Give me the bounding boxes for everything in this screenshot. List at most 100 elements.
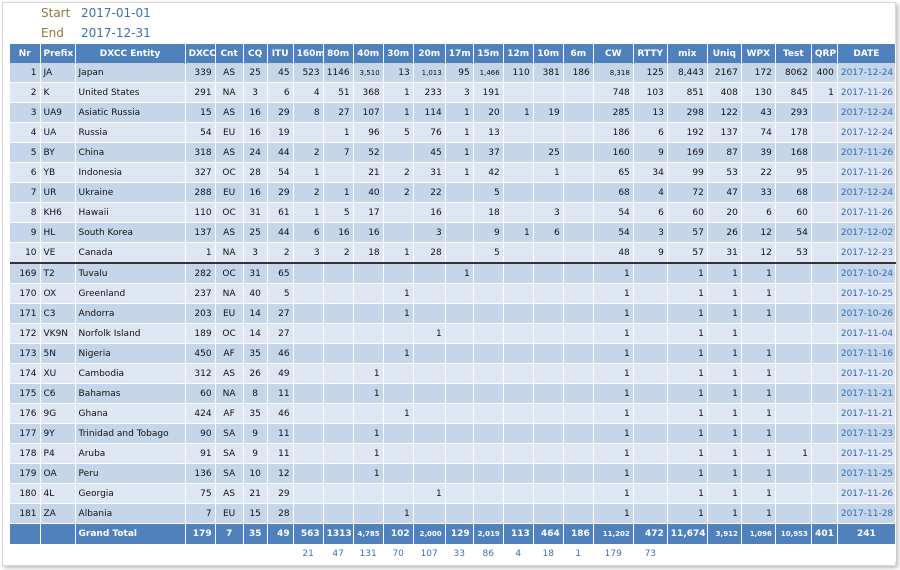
cell [563, 262, 594, 284]
cell [533, 363, 564, 384]
column-header: 10m [533, 44, 564, 63]
cell [633, 383, 668, 404]
cell: 130 [741, 82, 776, 103]
cell: 1 [353, 463, 384, 484]
column-header: 12m [503, 44, 534, 63]
cell [293, 483, 324, 504]
cell: 16 [243, 122, 268, 143]
cell: 136 [185, 463, 216, 484]
cell: 16 [353, 222, 384, 243]
cell: 22 [413, 182, 446, 203]
column-header: 20m [413, 44, 446, 63]
data-row: 9 HL South Korea 137 AS 25 44 6 16 16 3 9 1 6 54 3 57 26 1… [10, 222, 897, 243]
cell [445, 503, 474, 524]
cell: AS [215, 63, 244, 83]
cell: 9G [40, 403, 76, 424]
cell [383, 142, 414, 163]
column-header: CW [593, 44, 634, 63]
cell: 1 [741, 503, 776, 524]
cell: Canada [75, 242, 186, 264]
cell: 169 [667, 142, 708, 163]
cell: 4 [633, 182, 668, 203]
cell [503, 262, 534, 284]
data-row: 181 ZA Albania 7 EU 15 28 1 1 1 1 1 2017-11-28 [10, 503, 897, 524]
cell [40, 523, 76, 545]
cell [633, 463, 668, 484]
cell: 2167 [707, 63, 742, 83]
cell: 1 [293, 162, 324, 183]
cell: 76 [413, 122, 446, 143]
cell: 31 [413, 162, 446, 183]
cell [811, 343, 838, 364]
cell [563, 343, 594, 364]
cell [775, 262, 812, 284]
cell: 1 [707, 403, 742, 424]
cell: 160 [593, 142, 634, 163]
cell [533, 463, 564, 484]
cell [811, 242, 838, 264]
cell: 1 [383, 283, 414, 304]
cell: Tuvalu [75, 262, 186, 284]
cell: 1 [707, 283, 742, 304]
cell [503, 303, 534, 324]
cell: SA [215, 443, 244, 464]
cell: 1 [593, 403, 634, 424]
footer-cell: 21 [293, 544, 324, 562]
cell: 72 [667, 182, 708, 203]
cell [811, 202, 838, 223]
footer-cell [40, 544, 76, 562]
cell: 748 [593, 82, 634, 103]
cell [473, 423, 504, 444]
cell: 1,013 [413, 63, 446, 83]
cell [775, 463, 812, 484]
cell: 5 [473, 242, 504, 264]
footer-cell [775, 544, 812, 562]
cell: 2,019 [473, 523, 504, 545]
cell: P4 [40, 443, 76, 464]
cell: OC [215, 262, 244, 284]
cell: 3,912 [707, 523, 742, 545]
cell [533, 403, 564, 424]
cell [293, 363, 324, 384]
cell: 450 [185, 343, 216, 364]
cell: 1 [593, 423, 634, 444]
cell: 4 [10, 122, 41, 143]
cell: 1 [323, 182, 354, 203]
cell: 33 [741, 182, 776, 203]
data-row: 179 OA Peru 136 SA 10 12 1 1 1 1 1 2017-11-25 [10, 463, 897, 484]
cell: 1 [667, 483, 708, 504]
cell: SA [215, 463, 244, 484]
data-row: 6 YB Indonesia 327 OC 28 54 1 21 2 31 1 42 1 65 34 99 53 2… [10, 162, 897, 183]
cell: 1 [185, 242, 216, 264]
cell: 1 [503, 102, 534, 123]
cell: 563 [293, 523, 324, 545]
data-row: 8 KH6 Hawaii 110 OC 31 61 1 5 17 16 18 3 54 6 60 20 6 60 20… [10, 202, 897, 223]
cell [563, 222, 594, 243]
cell [413, 423, 446, 444]
footer-cell [215, 544, 244, 562]
cell: 137 [707, 122, 742, 143]
cell [563, 403, 594, 424]
cell: 318 [185, 142, 216, 163]
cell [775, 483, 812, 504]
footer-cell: 4 [503, 544, 534, 562]
cell [811, 142, 838, 163]
cell: 186 [563, 63, 594, 83]
cell: Asiatic Russia [75, 102, 186, 123]
cell: AS [215, 142, 244, 163]
cell [445, 303, 474, 324]
cell: 2017-11-25 [837, 463, 897, 484]
cell [533, 82, 564, 103]
cell: 1 [667, 463, 708, 484]
footer-cell [741, 544, 776, 562]
cell: 1 [667, 443, 708, 464]
footer-cell: 47 [323, 544, 354, 562]
cell: 1 [667, 403, 708, 424]
cell: 291 [185, 82, 216, 103]
cell [413, 343, 446, 364]
cell: 43 [741, 102, 776, 123]
cell: AS [215, 363, 244, 384]
cell: 45 [413, 142, 446, 163]
cell: 8 [243, 383, 268, 404]
cell: 1 [707, 443, 742, 464]
